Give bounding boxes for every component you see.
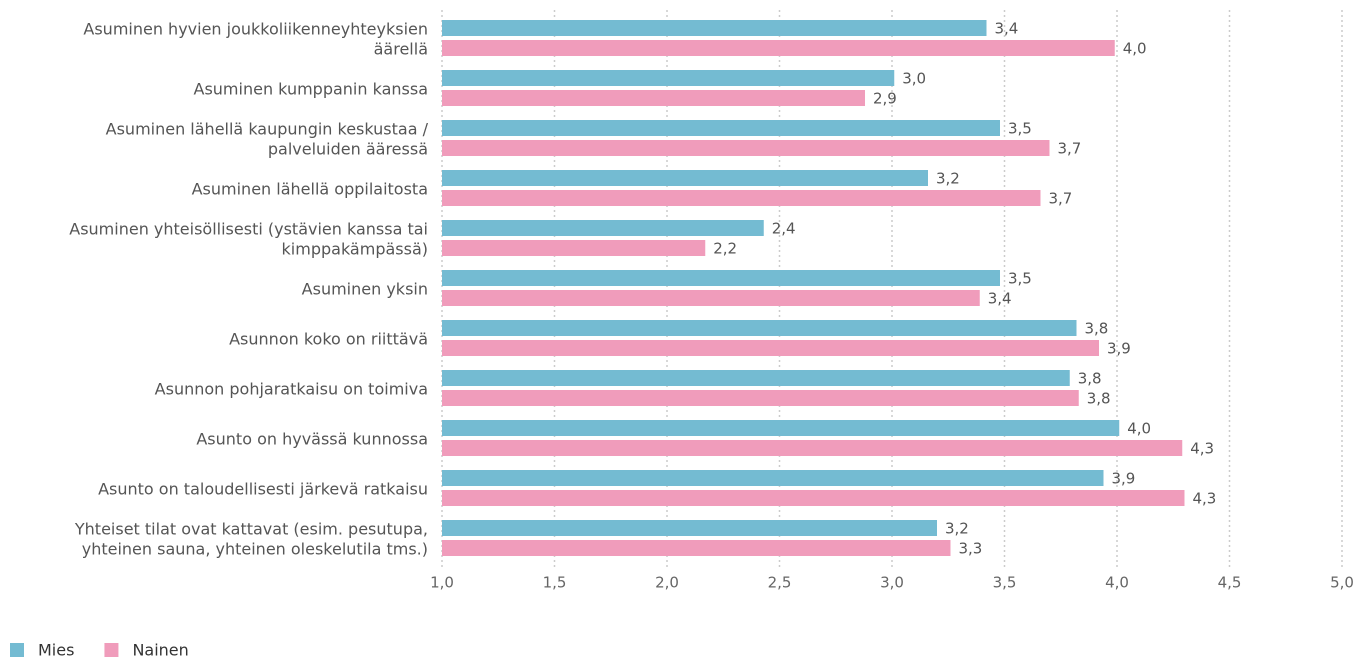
x-tick-label: 3,0 [880,574,904,592]
bar [442,220,764,236]
value-label: 3,7 [1058,140,1082,158]
value-label: 3,9 [1107,340,1131,358]
category-label: Asuminen yhteisöllisesti (ystävien kanss… [69,220,428,239]
x-tick-label: 1,5 [543,574,567,592]
bar [442,520,937,536]
bar [442,370,1070,386]
value-label: 4,3 [1190,440,1214,458]
category-label: Asunto on taloudellisesti järkevä ratkai… [98,480,428,499]
bar [442,540,951,556]
value-label: 3,7 [1049,190,1073,208]
category-label: Asuminen lähellä oppilaitosta [192,180,428,199]
bar [442,140,1050,156]
legend-swatch [104,643,119,657]
category-label: palveluiden ääressä [268,140,428,159]
value-label: 3,2 [945,520,969,538]
value-label: 4,3 [1193,490,1217,508]
value-label: 3,4 [995,20,1019,38]
value-label: 4,0 [1123,40,1147,58]
x-tick-label: 4,0 [1105,574,1129,592]
category-label: Asunnon koko on riittävä [229,330,428,349]
x-tick-label: 1,0 [430,574,454,592]
value-label: 3,9 [1112,470,1136,488]
value-label: 2,2 [713,240,737,258]
value-label: 3,8 [1087,390,1111,408]
category-label: Asunto on hyvässä kunnossa [196,430,428,449]
category-label: Asuminen kumppanin kanssa [194,80,429,99]
value-label: 3,8 [1085,320,1109,338]
legend-label: Mies [38,641,74,660]
bar [442,40,1115,56]
category-label: Asuminen yksin [302,280,428,299]
category-label: äärellä [374,40,428,59]
x-tick-label: 2,0 [655,574,679,592]
value-label: 3,2 [936,170,960,188]
value-label: 2,9 [873,90,897,108]
value-label: 3,3 [959,540,983,558]
bar [442,120,1000,136]
x-tick-label: 3,5 [993,574,1017,592]
bar [442,420,1120,436]
bar [442,20,987,36]
category-label: Yhteiset tilat ovat kattavat (esim. pesu… [74,520,428,539]
bar [442,240,706,256]
bar [442,440,1183,456]
legend-label: Nainen [132,641,188,660]
value-label: 4,0 [1127,420,1151,438]
x-tick-label: 2,5 [768,574,792,592]
value-label: 3,0 [902,70,926,88]
category-label: Asuminen lähellä kaupungin keskustaa / [106,120,429,139]
bar [442,270,1000,286]
x-tick-label: 5,0 [1330,574,1354,592]
bar [442,320,1077,336]
bar [442,190,1041,206]
bar [442,170,928,186]
category-label: yhteinen sauna, yhteinen oleskelutila tm… [82,540,428,559]
x-tick-label: 4,5 [1218,574,1242,592]
category-label: Asuminen hyvien joukkoliikenneyhteyksien [83,20,428,39]
bar [442,290,980,306]
value-label: 3,5 [1008,270,1032,288]
legend-swatch [10,643,24,657]
bar [442,90,865,106]
category-label: Asunnon pohjaratkaisu on toimiva [155,380,428,399]
value-label: 2,4 [772,220,796,238]
value-label: 3,4 [988,290,1012,308]
bar [442,70,895,86]
bar [442,390,1079,406]
value-label: 3,8 [1078,370,1102,388]
bar [442,340,1099,356]
value-label: 3,5 [1008,120,1032,138]
category-label: kimppakämpässä) [282,240,428,259]
bar [442,470,1104,486]
bar [442,490,1185,506]
